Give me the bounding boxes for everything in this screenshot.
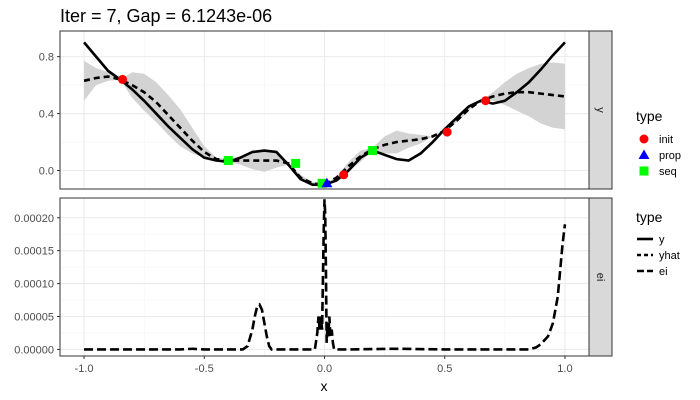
x-tick-label: -1.0	[75, 363, 94, 375]
chart-title: Iter = 7, Gap = 6.1243e-06	[60, 6, 272, 26]
point-seq	[317, 178, 327, 188]
point-seq	[223, 156, 233, 166]
strip-y-label: y	[594, 107, 606, 113]
point-init	[481, 96, 491, 106]
panel-ei: ei 0.00000 0.00005 0.00010 0.00015 0.00020	[14, 197, 613, 357]
y-tick-label: 0.00020	[14, 213, 54, 225]
point-init	[442, 127, 452, 137]
y-tick-label: 0.00000	[14, 344, 54, 356]
legend-label-y: y	[659, 234, 665, 246]
x-tick-label: 0.0	[317, 363, 332, 375]
x-tick-label: -0.5	[195, 363, 214, 375]
panel-y-yticks: 0.0 0.4 0.8	[39, 52, 60, 177]
y-tick-label: 0.4	[39, 109, 54, 121]
point-seq	[368, 146, 378, 156]
legend-label-yhat: yhat	[659, 250, 680, 262]
strip-y	[588, 30, 613, 190]
x-tick-label: 1.0	[557, 363, 572, 375]
y-tick-label: 0.00015	[14, 246, 54, 258]
x-axis-ticks: -1.0 -0.5 0.0 0.5 1.0	[75, 356, 573, 375]
point-seq	[291, 158, 301, 168]
y-tick-label: 0.8	[39, 52, 54, 64]
legend-key-prop	[638, 149, 650, 159]
panel-y-grid	[60, 31, 589, 189]
legend-lines: type y yhat ei	[636, 209, 680, 278]
legend-label-ei: ei	[659, 266, 668, 278]
x-tick-label: 0.5	[437, 363, 452, 375]
y-tick-label: 0.00005	[14, 312, 54, 324]
series-line-ei	[84, 199, 567, 351]
legend-points: type init prop seq	[636, 108, 681, 178]
y-tick-label: 0.00010	[14, 279, 54, 291]
design-points	[118, 74, 491, 188]
legend-lines-title: type	[636, 209, 663, 225]
point-prop	[321, 177, 333, 188]
panel-ei-yticks: 0.00000 0.00005 0.00010 0.00015 0.00020	[14, 213, 60, 356]
point-init	[118, 74, 128, 84]
panel-y: y 0.0 0.4 0.8	[39, 30, 613, 190]
legend-label-init: init	[659, 134, 673, 146]
strip-ei-label: ei	[594, 273, 606, 282]
x-axis-label: x	[321, 378, 328, 394]
strip-ei	[588, 197, 613, 357]
legend-key-init	[639, 134, 649, 144]
point-init	[339, 170, 349, 180]
confidence-band	[84, 60, 565, 185]
legend-points-title: type	[636, 108, 663, 124]
legend-label-prop: prop	[659, 150, 681, 162]
y-tick-label: 0.0	[39, 165, 54, 177]
legend-label-seq: seq	[659, 166, 677, 178]
legend-key-seq	[639, 166, 649, 176]
